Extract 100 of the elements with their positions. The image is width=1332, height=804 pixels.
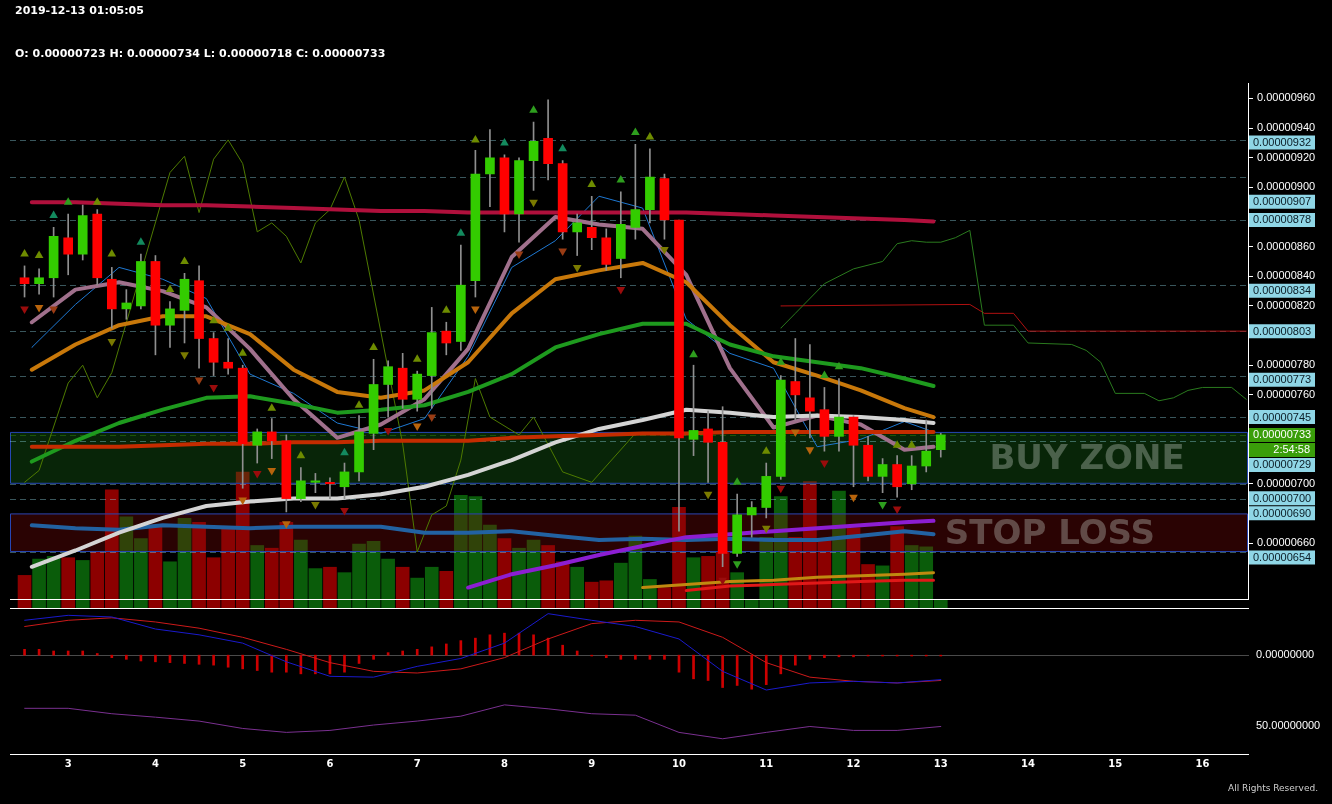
bar [323, 566, 337, 608]
y-tick-label: 0.00000760 [1257, 387, 1316, 400]
point [340, 507, 349, 516]
point [209, 315, 218, 324]
point [471, 134, 480, 143]
point [49, 306, 58, 314]
point [892, 440, 902, 448]
bar [779, 654, 783, 675]
bar [823, 654, 826, 658]
bar [241, 654, 245, 670]
chart-subtitle: 2019-12-13 01:05:05 [15, 4, 144, 17]
y-tick-label: 0.00000840 [1257, 269, 1316, 282]
point [369, 342, 378, 350]
bar [95, 653, 99, 656]
point [296, 450, 306, 459]
point [892, 506, 902, 514]
point [572, 264, 582, 273]
bar [270, 654, 274, 673]
y-tick-label: 0.00000820 [1257, 298, 1316, 311]
point [732, 477, 742, 485]
point [427, 414, 437, 423]
y-tick-label: 0.00000920 [1257, 150, 1316, 163]
x-tick-label: 5 [239, 757, 247, 769]
point [136, 237, 146, 245]
band-label: STOP LOSS [944, 511, 1155, 552]
bar [532, 634, 535, 656]
bar [575, 650, 579, 656]
y-tick-label: 0.00000940 [1257, 121, 1316, 134]
bar [619, 654, 623, 660]
candlestick [805, 344, 815, 439]
point [209, 384, 218, 393]
text: 50.00000000 [1256, 719, 1321, 732]
point [834, 361, 844, 370]
ref-line-label: 0.00000803 [1253, 324, 1312, 337]
ref-line-label: 0.00000907 [1253, 195, 1312, 208]
point [49, 210, 58, 219]
ref-line-label: 0.00000932 [1253, 136, 1312, 149]
point [456, 228, 466, 236]
ref-line-label: 0.00000729 [1253, 458, 1312, 471]
point [223, 323, 233, 331]
y-tick-label: 0.00000780 [1257, 358, 1316, 371]
ref-line-label: 0.00000690 [1253, 506, 1312, 519]
point [194, 377, 204, 386]
y-tick-label: 0.00000860 [1257, 239, 1316, 252]
band-label: BUY ZONE [989, 436, 1185, 477]
x-tick-label: 10 [672, 757, 686, 769]
x-tick-label: 3 [64, 757, 72, 769]
point [92, 197, 102, 205]
y-tick-label: 0.00000660 [1257, 536, 1316, 549]
ref-line-label: 0.00000733 [1253, 428, 1312, 441]
point [791, 429, 800, 437]
bar [604, 654, 608, 658]
bar [401, 650, 404, 656]
point [412, 423, 422, 431]
point [107, 339, 117, 347]
x-tick-label: 11 [759, 757, 774, 769]
bar [395, 566, 410, 608]
point [441, 305, 451, 313]
bar [503, 632, 506, 656]
bar [764, 654, 768, 685]
point [107, 249, 117, 257]
point [412, 354, 422, 362]
ref-line-label: 0.00000745 [1253, 410, 1312, 423]
bar [17, 575, 32, 608]
x-tick-label: 9 [588, 757, 596, 769]
candlestick [703, 410, 713, 483]
candlestick [746, 501, 757, 538]
bar [125, 654, 128, 660]
text: 2:54:58 [1273, 443, 1310, 456]
bar [255, 654, 259, 671]
text: 0.00000000 [1256, 648, 1315, 661]
point [267, 403, 277, 411]
point [180, 256, 189, 264]
point [645, 131, 655, 140]
candlestick [223, 338, 233, 375]
point [558, 143, 567, 152]
bar [415, 649, 419, 656]
point [616, 287, 626, 295]
point [252, 470, 262, 479]
candlestick [485, 129, 495, 207]
point [587, 179, 597, 187]
point [238, 348, 248, 356]
point [267, 467, 277, 476]
x-tick-label: 8 [500, 757, 508, 769]
point [281, 521, 291, 529]
point [383, 427, 393, 436]
candlestick [572, 213, 583, 256]
point [761, 525, 771, 534]
point [849, 494, 858, 503]
bar [474, 637, 477, 656]
bar [343, 654, 346, 673]
point [776, 357, 786, 365]
bar [23, 649, 26, 656]
bar [154, 654, 157, 663]
point [165, 284, 175, 293]
bar [250, 545, 265, 608]
point [20, 306, 29, 314]
point [34, 304, 44, 313]
bar [570, 566, 585, 608]
point [776, 485, 786, 494]
